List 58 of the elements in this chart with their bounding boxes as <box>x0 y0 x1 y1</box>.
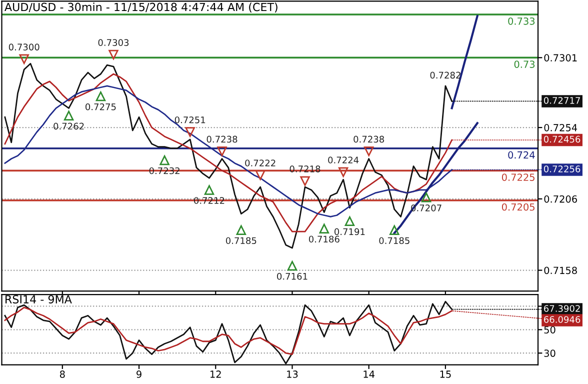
data-label: 0.7185 <box>226 237 256 244</box>
point <box>108 50 118 60</box>
ref-line-label: 0.7225 <box>502 174 534 181</box>
data-label: 0.7224 <box>328 156 359 164</box>
point <box>421 192 432 202</box>
point <box>390 225 400 235</box>
y-tick-label: 0.7158 <box>544 266 577 274</box>
y-tick-label: 0.7254 <box>544 124 578 132</box>
data-label: 0.7185 <box>379 237 410 244</box>
point <box>96 91 106 102</box>
y-tick-label: 0.7301 <box>544 54 577 62</box>
data-label: 0.7275 <box>86 103 116 110</box>
ref-line-label: 0.7205 <box>502 203 534 211</box>
data-label: 0.7212 <box>194 197 224 204</box>
data-label: 0.7222 <box>245 160 276 166</box>
point <box>185 127 195 137</box>
y-tick-label: 0.7206 <box>544 195 577 203</box>
data-label: 67.3902 <box>544 305 580 312</box>
x-tick-label: 12 <box>210 370 221 378</box>
chart-title: AUD/USD - 30min - 11/15/2018 4:47:44 AM (CET) <box>4 2 278 13</box>
point <box>338 167 348 177</box>
point <box>344 216 355 226</box>
x-tick-label: 13 <box>287 370 298 378</box>
point <box>217 146 227 156</box>
data-label: 0.7303 <box>98 39 129 46</box>
x-tick-label: 14 <box>364 370 374 378</box>
data-label: 0.7300 <box>8 44 40 50</box>
data-label: 0.72456 <box>544 136 580 143</box>
data-label: 66.0946 <box>544 316 580 323</box>
x-tick-label: 15 <box>440 370 451 378</box>
x-tick-label: 8 <box>60 370 65 378</box>
x-tick-label: 9 <box>136 370 142 378</box>
ref-line-label: 0.733 <box>508 17 535 25</box>
point <box>364 146 374 156</box>
y-tick-label: 30 <box>544 350 556 357</box>
ref-line-label: 0.73 <box>514 60 535 68</box>
data-label: 0.7262 <box>54 122 84 130</box>
point <box>319 224 330 234</box>
data-label: 0.7282 <box>430 72 460 79</box>
data-label: 0.72256 <box>544 166 580 172</box>
y-tick-label: 50 <box>544 326 556 334</box>
point <box>255 170 266 180</box>
point <box>19 54 29 64</box>
chart-title: RSI14 - 9MA <box>6 295 72 304</box>
data-label: 0.7238 <box>354 136 384 143</box>
data-label: 0.7191 <box>334 228 365 236</box>
data-label: 0.7186 <box>308 236 340 243</box>
data-label: 0.7238 <box>206 136 238 143</box>
point <box>287 260 298 271</box>
point <box>236 225 246 235</box>
point <box>160 155 170 166</box>
data-label: 0.7161 <box>277 272 308 280</box>
ref-line-label: 0.724 <box>508 151 535 159</box>
point <box>204 185 214 195</box>
point <box>64 110 74 120</box>
data-label: 0.7251 <box>174 116 206 124</box>
point <box>300 176 310 186</box>
data-label: 0.72717 <box>544 97 580 104</box>
